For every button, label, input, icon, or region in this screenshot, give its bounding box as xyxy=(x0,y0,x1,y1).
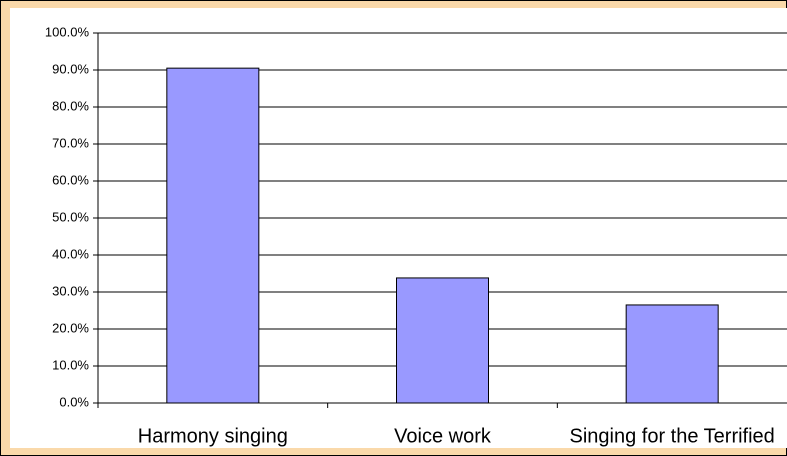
y-tick-label: 30.0% xyxy=(52,283,89,298)
y-tick-label: 60.0% xyxy=(52,172,89,187)
x-tick-label: Harmony singing xyxy=(138,425,288,447)
bar xyxy=(396,277,489,404)
y-tick-label: 50.0% xyxy=(52,209,89,224)
x-tick-label: Voice work xyxy=(394,425,492,447)
y-tick-label: 20.0% xyxy=(52,320,89,335)
y-tick-label: 80.0% xyxy=(52,98,89,113)
x-tick-label: Singing for the Terrified xyxy=(570,425,775,447)
y-tick-label: 100.0% xyxy=(45,24,90,39)
y-tick-label: 90.0% xyxy=(52,61,89,76)
y-tick-label: 70.0% xyxy=(52,135,89,150)
bar xyxy=(625,304,719,404)
y-tick-label: 10.0% xyxy=(52,357,89,372)
bar xyxy=(166,67,260,404)
y-tick-label: 40.0% xyxy=(52,246,89,261)
y-tick-label: 0.0% xyxy=(59,394,89,409)
